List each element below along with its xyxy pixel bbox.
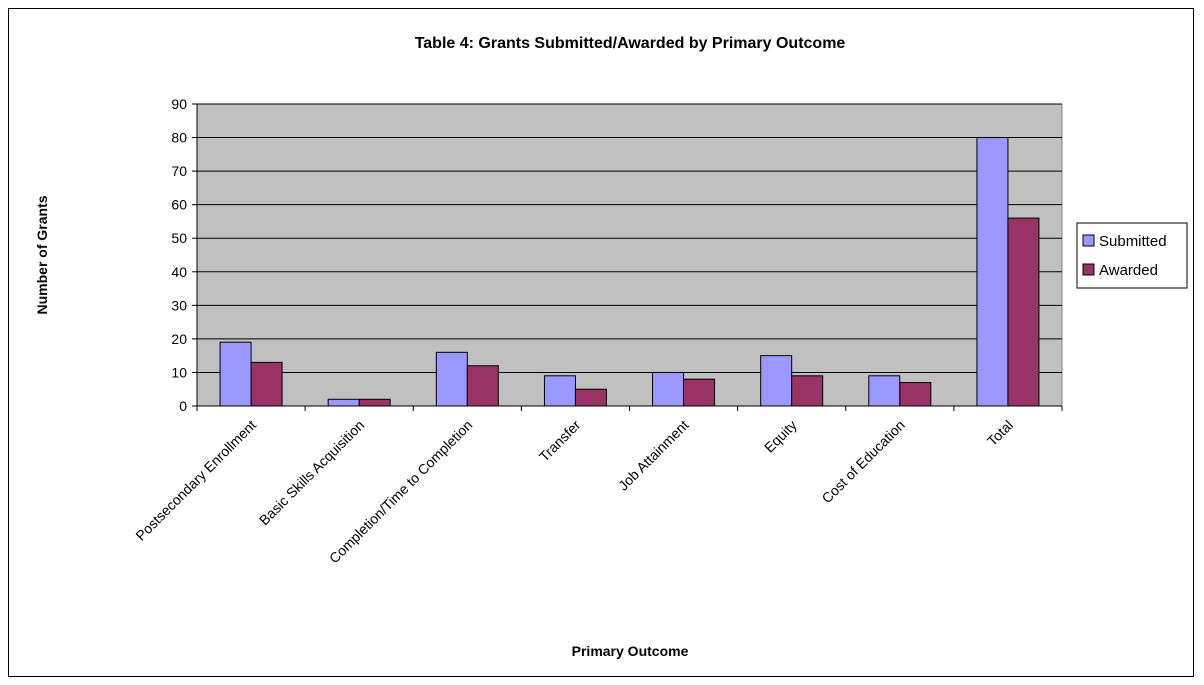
x-tick-label: Cost of Education — [818, 417, 907, 506]
y-tick-label: 40 — [171, 264, 187, 280]
x-tick-label: Equity — [761, 417, 800, 456]
legend-box — [1076, 222, 1188, 289]
x-tick-label: Job Attainment — [615, 417, 692, 494]
plot-background — [196, 103, 1063, 407]
bar-submitted — [976, 137, 1009, 407]
x-tick-label: Postsecondary Enrollment — [132, 417, 259, 544]
y-tick-label: 90 — [171, 96, 187, 112]
y-tick-label: 60 — [171, 197, 187, 213]
bar-submitted — [435, 351, 468, 407]
legend: Submitted Awarded — [1076, 222, 1188, 289]
bar-submitted — [652, 371, 685, 407]
bar-awarded — [683, 378, 716, 407]
y-axis-title: Number of Grants — [34, 195, 50, 314]
x-tick-label: Total — [984, 417, 1016, 449]
plot-area: 0 10 20 30 40 50 60 70 80 90 Postsecondary Enrollm… — [132, 96, 1063, 566]
bar-awarded — [791, 375, 824, 407]
y-tick-label: 20 — [171, 331, 187, 347]
bar-submitted — [760, 355, 793, 407]
x-tick-label: Transfer — [536, 417, 584, 465]
chart-title: Table 4: Grants Submitted/Awarded by Pri… — [415, 35, 846, 52]
x-axis-title: Primary Outcome — [572, 643, 689, 659]
bar-awarded — [466, 365, 499, 407]
bar-awarded — [899, 382, 932, 407]
y-tick-label: 50 — [171, 230, 187, 246]
x-tick-label: Basic Skills Acquisition — [256, 417, 367, 528]
y-tick-label: 30 — [171, 297, 187, 313]
y-tick-label: 10 — [171, 364, 187, 380]
bar-submitted — [327, 398, 360, 407]
bar-awarded — [1007, 217, 1040, 407]
bar-awarded — [250, 361, 283, 407]
bar-submitted — [868, 375, 901, 407]
bar-submitted — [219, 341, 252, 407]
bar-awarded — [574, 388, 607, 407]
legend-label: Awarded — [1099, 262, 1158, 279]
legend-swatch — [1082, 263, 1095, 276]
legend-swatch — [1082, 234, 1095, 247]
y-tick-label: 80 — [171, 130, 187, 146]
bar-submitted — [543, 375, 576, 407]
legend-label: Submitted — [1099, 233, 1167, 250]
y-tick-label: 70 — [171, 163, 187, 179]
bar-awarded — [358, 398, 391, 407]
y-tick-label: 0 — [179, 398, 187, 414]
